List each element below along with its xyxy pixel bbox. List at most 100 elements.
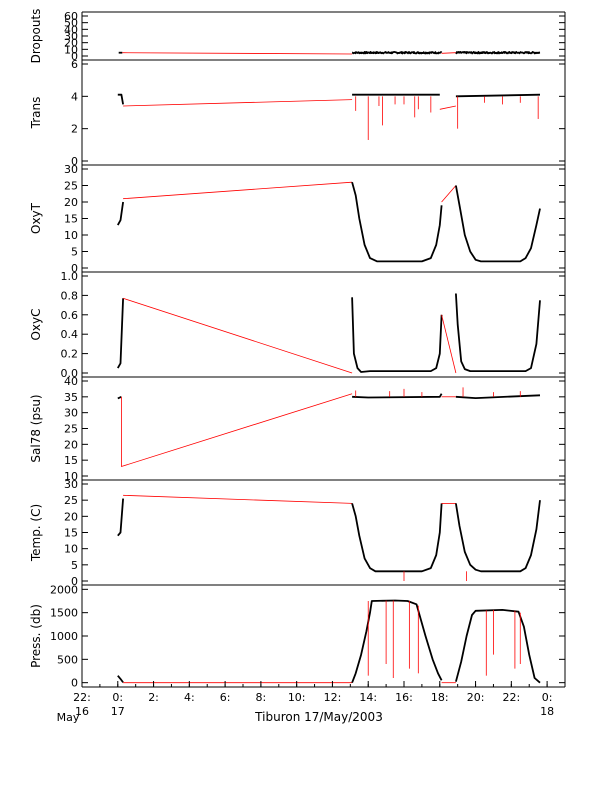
panel-oxyc-ytick-label: 0.6 — [61, 309, 79, 322]
panel-oxyc-series-gap — [441, 314, 457, 374]
panel-sal78: 10 15 20 25 30 35 40 Sal78 (psu) — [29, 375, 566, 483]
panel-oxyt-ytick-label: 15 — [64, 213, 78, 226]
panel-dropouts-ylabel: Dropouts — [29, 9, 43, 64]
panel-temp: 0 5 10 15 20 25 30 Temp. (C) — [29, 478, 566, 588]
panel-dropouts-ytick-label: 50 — [64, 17, 78, 30]
panel-oxyc-ytick-label: 0.2 — [61, 348, 79, 361]
panel-dropouts-ytick-label: 60 — [64, 10, 78, 23]
panel-oxyc-series-data — [455, 293, 541, 373]
panel-oxyc-ytick-label: 1.0 — [61, 270, 79, 283]
panel-temp-ytick-label: 25 — [64, 494, 78, 507]
panel-press-series-data — [351, 599, 443, 684]
panel-sal78-series-data — [117, 395, 122, 400]
panel-oxyc-series-data — [351, 297, 443, 373]
panel-press-ytick-label: 1500 — [50, 607, 78, 620]
panel-trans-series-gap — [123, 99, 353, 107]
panel-temp-ytick-label: 15 — [64, 527, 78, 540]
panel-press-series-data — [117, 675, 124, 683]
panel-sal78-ytick-label: 20 — [64, 438, 78, 451]
panels-layer: 0102030405060Dropouts0246Trans0510152025… — [29, 9, 566, 690]
panel-dropouts-series-data — [351, 51, 443, 55]
x-tick-label: 12: — [324, 691, 342, 704]
panel-dropouts-ytick-label: 0 — [71, 50, 78, 63]
panel-press-ytick-label: 2000 — [50, 583, 78, 596]
x-tick-label: 4: — [184, 691, 195, 704]
panel-sal78-series-data — [352, 393, 443, 399]
panel-trans-ytick-label: 6 — [71, 58, 78, 71]
x-tick-sublabel: 18 — [540, 705, 554, 718]
panel-temp-ylabel: Temp. (C) — [29, 504, 43, 562]
x-tick-sublabel: 16 — [75, 705, 89, 718]
panel-trans-series-data — [117, 93, 124, 105]
panel-oxyc-series-data — [117, 298, 124, 369]
panel-dropouts-ytick-label: 40 — [64, 23, 78, 36]
panel-oxyt-ytick-label: 0 — [71, 262, 78, 275]
panel-trans-series-gap — [439, 105, 456, 110]
panel-dropouts-ytick-label: 30 — [64, 30, 78, 43]
x-tick-label: 2: — [148, 691, 159, 704]
panel-temp-series-gap — [123, 494, 353, 504]
x-tick-label: 18: — [431, 691, 449, 704]
panel-press-ytick-label: 1000 — [50, 630, 78, 643]
panel-sal78-ylabel: Sal78 (psu) — [29, 394, 43, 462]
panel-temp-ytick-label: 10 — [64, 543, 78, 556]
panel-temp-ytick-label: 0 — [71, 575, 78, 588]
panel-sal78-ytick-label: 25 — [64, 423, 78, 436]
panel-temp-ytick-label: 5 — [71, 559, 78, 572]
panel-temp-series-data — [351, 503, 443, 573]
panel-oxyt-ylabel: OxyT — [29, 202, 43, 234]
panel-sal78-series-gap — [121, 393, 353, 467]
panel-oxyt-ytick-label: 20 — [64, 196, 78, 209]
panel-trans: 0 2 4 6 Trans — [29, 58, 566, 168]
panel-trans-ytick-label: 0 — [71, 155, 78, 168]
x-tick-label: 6: — [220, 691, 231, 704]
panel-dropouts-series-gap — [441, 52, 456, 54]
panel-sal78-ytick-label: 40 — [64, 375, 78, 388]
panel-oxyt-ytick-label: 30 — [64, 163, 78, 176]
x-tick-sublabel: 17 — [111, 705, 125, 718]
panel-press: 0 500 1000 1500 2000 Press. (db) — [29, 583, 566, 690]
month-label: May — [57, 711, 80, 724]
x-tick-label: 10: — [288, 691, 306, 704]
x-axis-title: Tiburon 17/May/2003 — [254, 710, 383, 724]
x-tick-label: 20: — [467, 691, 485, 704]
panel-oxyc-ytick-label: 0.8 — [61, 289, 79, 302]
panel-dropouts-ytick-label: 10 — [64, 43, 78, 56]
panel-oxyc-ytick-label: 0.0 — [61, 367, 79, 380]
x-tick-label: 0: — [112, 691, 123, 704]
panel-oxyt-series-gap — [123, 181, 353, 200]
panel-dropouts-series-gap — [122, 52, 353, 55]
panel-oxyc-series-gap — [122, 297, 353, 374]
panel-temp-series-data — [117, 498, 124, 537]
panel-trans-ytick-label: 4 — [71, 90, 78, 103]
x-tick-label: 22: — [73, 691, 91, 704]
panel-oxyt-series-gap — [441, 185, 457, 203]
panel-trans-ytick-label: 2 — [71, 123, 78, 136]
panel-temp-ytick-label: 20 — [64, 510, 78, 523]
panel-oxyt-ytick-label: 10 — [64, 229, 78, 242]
panel-oxyt-series-data — [455, 185, 541, 263]
panel-press-ytick-label: 500 — [57, 653, 78, 666]
panel-temp-ytick-label: 30 — [64, 478, 78, 491]
panel-trans-ylabel: Trans — [29, 97, 43, 130]
panel-dropouts-ytick-label: 20 — [64, 37, 78, 50]
panel-oxyc-ylabel: OxyC — [29, 308, 43, 340]
x-tick-label: 8: — [256, 691, 267, 704]
panel-oxyt-ytick-label: 5 — [71, 246, 78, 259]
x-tick-label: 0: — [542, 691, 553, 704]
panel-press-ytick-label: 0 — [71, 677, 78, 690]
panel-press-ylabel: Press. (db) — [29, 604, 43, 668]
x-tick-label: 22: — [502, 691, 520, 704]
x-axis: 22:160:172: 4: 6: 8: 10: 12: 14: 16: 18: 20: 22: 0:… — [73, 681, 566, 718]
panel-oxyc-ytick-label: 0.4 — [61, 328, 79, 341]
panel-sal78-ytick-label: 15 — [64, 454, 78, 467]
x-tick-label: 14: — [359, 691, 377, 704]
panel-temp-series-data — [455, 500, 541, 573]
panel-oxyt-series-data — [117, 201, 124, 226]
panel-sal78-series-data — [455, 394, 541, 400]
panel-press-series-data — [455, 609, 541, 684]
x-tick-label: 16: — [395, 691, 413, 704]
panel-oxyt-series-data — [351, 181, 443, 263]
